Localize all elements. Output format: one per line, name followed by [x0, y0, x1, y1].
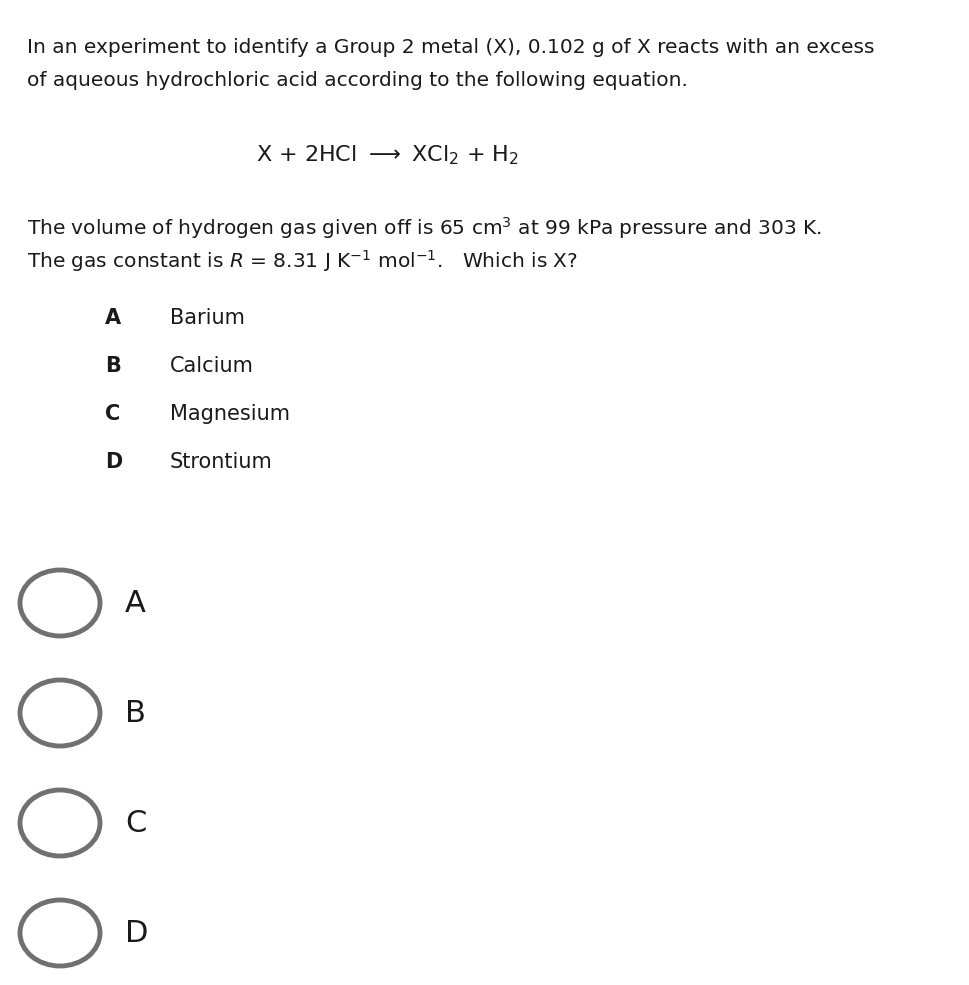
Text: The volume of hydrogen gas given off is 65 cm$^3$ at 99 kPa pressure and 303 K.: The volume of hydrogen gas given off is … [27, 215, 822, 241]
Text: Calcium: Calcium [170, 356, 254, 376]
Text: Magnesium: Magnesium [170, 404, 290, 424]
Text: A: A [125, 588, 146, 618]
Text: X + 2HCl $\longrightarrow$ XCl$_2$ + H$_2$: X + 2HCl $\longrightarrow$ XCl$_2$ + H$_… [256, 143, 519, 166]
Text: B: B [125, 698, 146, 728]
Text: C: C [105, 404, 120, 424]
Text: In an experiment to identify a Group 2 metal (X), 0.102 g of X reacts with an ex: In an experiment to identify a Group 2 m… [27, 38, 874, 57]
Text: Barium: Barium [170, 308, 245, 328]
Text: D: D [105, 452, 122, 472]
Text: The gas constant is $\mathit{R}$ = 8.31 J K$^{-1}$ mol$^{-1}$.   Which is X?: The gas constant is $\mathit{R}$ = 8.31 … [27, 248, 578, 274]
Text: of aqueous hydrochloric acid according to the following equation.: of aqueous hydrochloric acid according t… [27, 71, 688, 90]
Text: Strontium: Strontium [170, 452, 272, 472]
Text: B: B [105, 356, 121, 376]
Text: D: D [125, 918, 148, 948]
Text: A: A [105, 308, 121, 328]
Text: C: C [125, 809, 146, 837]
